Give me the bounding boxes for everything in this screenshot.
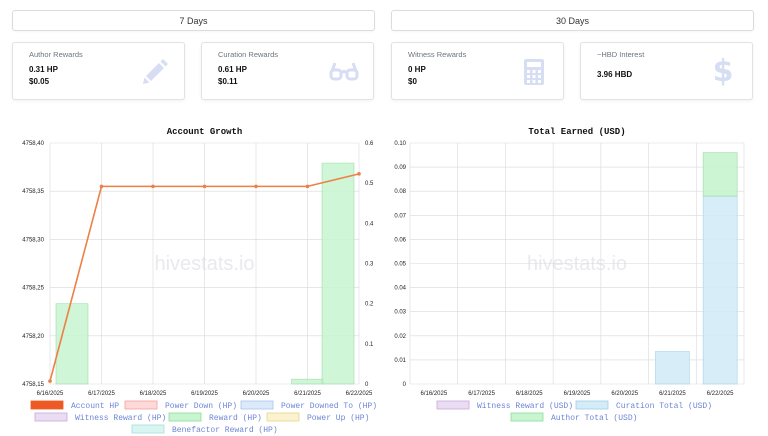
x-tick-label: 6/20/2025 (243, 391, 270, 397)
point-account-hp (99, 184, 104, 189)
x-tick-label: 6/18/2025 (140, 391, 167, 397)
calculator-icon (524, 59, 544, 85)
tab-7-days[interactable]: 7 Days (12, 10, 375, 31)
author-rewards-card: Author Rewards 0.31 HP $0.05 (12, 42, 185, 100)
card-value-hbd: 3.96 HBD (597, 70, 633, 79)
card-value-usd: $0.05 (29, 77, 50, 86)
witness-rewards-card: Witness Rewards 0 HP $0 (391, 42, 564, 100)
legend-label: Reward (HP) (209, 414, 262, 423)
y-tick-label: 0.05 (394, 262, 406, 268)
curation-rewards-card: Curation Rewards 0.61 HP $0.11 (201, 42, 374, 100)
card-value-usd: $0 (408, 77, 417, 86)
chart-title: Total Earned (USD) (528, 127, 625, 137)
bar-reward-hp (291, 378, 324, 385)
x-tick-label: 6/17/2025 (468, 391, 495, 397)
legend-swatch (34, 412, 68, 422)
y-left-tick-label: 4758,30 (22, 237, 44, 243)
point-account-hp (151, 184, 155, 189)
card-value-hp: 0 HP (408, 65, 426, 74)
y-left-tick-label: 4758,40 (22, 141, 44, 147)
card-value-usd: $0.11 (218, 77, 238, 86)
x-tick-label: 6/17/2025 (88, 391, 115, 397)
y-right-tick-label: 0.4 (365, 221, 374, 227)
card-value-hp: 0.31 HP (29, 65, 58, 74)
y-right-tick-label: 0.5 (365, 181, 374, 187)
y-tick-label: 0 (403, 382, 407, 388)
legend-swatch (436, 400, 470, 410)
glasses-icon (329, 62, 359, 81)
y-right-tick-label: 0.6 (365, 141, 374, 147)
bar-reward-hp (321, 162, 355, 385)
bar-curation-total-usd- (702, 195, 738, 385)
legend-label: Power Down (HP) (165, 402, 237, 411)
legend-label: Witness Reward (USD) (477, 402, 573, 411)
legend-swatch (124, 400, 158, 410)
x-tick-label: 6/18/2025 (516, 391, 543, 397)
bar-curation-total-usd- (655, 351, 690, 385)
legend-label: Author Total (USD) (551, 414, 637, 423)
dollar-icon: $ (712, 54, 734, 89)
bar-author-total-usd- (702, 152, 738, 197)
y-tick-label: 0.04 (394, 286, 406, 292)
legend-label: Power Downed To (HP) (281, 402, 377, 411)
y-right-tick-label: 0.3 (365, 262, 374, 268)
y-right-tick-label: 0 (365, 382, 369, 388)
x-tick-label: 6/22/2025 (346, 391, 373, 397)
legend-swatch (168, 412, 202, 422)
account-growth-chart: Account Growthhivestats.io4758,154758,20… (22, 127, 377, 435)
x-tick-label: 6/19/2025 (564, 391, 591, 397)
legend-label: Witness Reward (HP) (75, 414, 166, 423)
legend-label: Curation Total (USD) (616, 402, 712, 411)
legend-swatch (240, 400, 274, 410)
bar-reward-hp (55, 303, 89, 385)
x-tick-label: 6/16/2025 (421, 391, 448, 397)
hbd-interest-card: ~HBD Interest 3.96 HBD $ (580, 42, 753, 100)
y-right-tick-label: 0.1 (365, 342, 374, 348)
y-tick-label: 0.02 (394, 334, 406, 340)
watermark: hivestats.io (527, 253, 627, 275)
legend-label: Account HP (71, 402, 119, 411)
card-title: Witness Rewards (408, 50, 467, 59)
y-tick-label: 0.06 (394, 237, 406, 243)
y-left-tick-label: 4758,20 (22, 334, 44, 340)
point-account-hp (305, 184, 310, 189)
chart-title: Account Growth (167, 127, 243, 137)
point-account-hp (254, 184, 258, 189)
x-tick-label: 6/21/2025 (659, 391, 686, 397)
legend-swatch (30, 400, 64, 410)
y-tick-label: 0.08 (394, 189, 406, 195)
point-account-hp (48, 379, 52, 383)
card-value-hp: 0.61 HP (218, 65, 247, 74)
y-tick-label: 0.09 (394, 165, 406, 171)
y-tick-label: 0.01 (394, 358, 406, 364)
legend-label: Benefactor Reward (HP) (172, 426, 278, 435)
y-left-tick-label: 4758,25 (22, 286, 44, 292)
legend-label: Power Up (HP) (307, 414, 369, 423)
y-right-tick-label: 0.2 (365, 302, 374, 308)
x-tick-label: 6/22/2025 (707, 391, 734, 397)
x-tick-label: 6/20/2025 (611, 391, 638, 397)
legend-swatch (575, 400, 609, 410)
tab-30-days[interactable]: 30 Days (391, 10, 754, 31)
point-account-hp (357, 172, 361, 176)
legend-swatch (131, 424, 165, 434)
card-title: ~HBD Interest (597, 50, 645, 59)
x-tick-label: 6/21/2025 (294, 391, 321, 397)
card-title: Author Rewards (29, 50, 83, 59)
total-earned-chart: Total Earned (USD) hivestats.io 0 0.01 0.02 0… (394, 127, 745, 423)
point-account-hp (202, 184, 207, 189)
card-title: Curation Rewards (218, 50, 279, 59)
y-left-tick-label: 4758,35 (22, 189, 44, 195)
legend-swatch (266, 412, 300, 422)
y-tick-label: 0.07 (394, 213, 406, 219)
y-tick-label: 0.10 (394, 141, 406, 147)
pencil-icon (143, 59, 168, 84)
x-tick-label: 6/19/2025 (191, 391, 218, 397)
x-tick-label: 6/16/2025 (37, 391, 64, 397)
y-left-tick-label: 4758,15 (22, 382, 44, 388)
legend-swatch (510, 412, 544, 422)
y-tick-label: 0.03 (394, 310, 406, 316)
